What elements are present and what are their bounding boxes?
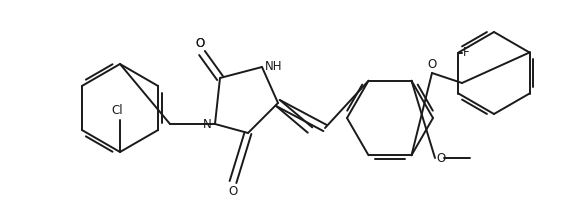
Text: F: F xyxy=(462,46,469,59)
Text: O: O xyxy=(427,58,436,71)
Text: N: N xyxy=(203,117,212,131)
Text: O: O xyxy=(195,37,205,50)
Text: Cl: Cl xyxy=(111,104,123,117)
Text: NH: NH xyxy=(265,60,282,73)
Text: O: O xyxy=(228,185,238,198)
Text: O: O xyxy=(195,37,205,50)
Text: O: O xyxy=(436,152,445,165)
